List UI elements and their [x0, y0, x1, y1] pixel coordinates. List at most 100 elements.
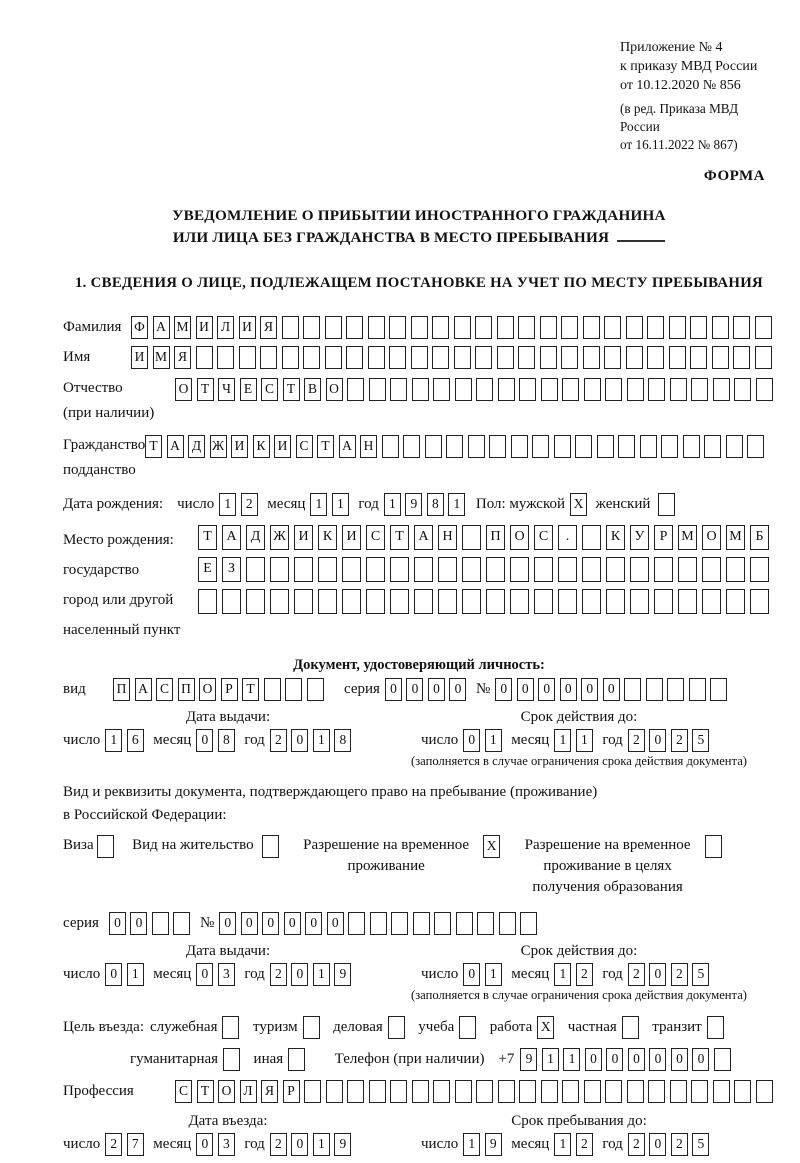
form-cell[interactable]: 0 [495, 678, 513, 701]
form-cell[interactable] [561, 346, 578, 369]
form-cell[interactable] [347, 378, 364, 401]
purpose-tourism-checkbox[interactable] [302, 1016, 325, 1039]
form-cell[interactable] [621, 1016, 639, 1039]
form-cell[interactable]: 0 [291, 1133, 309, 1156]
form-cell[interactable]: М [678, 525, 697, 550]
form-cell[interactable]: 2 [269, 963, 287, 986]
form-cell[interactable]: 1 [105, 729, 123, 752]
form-cell[interactable] [691, 1080, 708, 1103]
form-cell[interactable]: 0 [326, 912, 344, 935]
form-cell[interactable]: 1 [563, 1048, 581, 1071]
form-cell[interactable] [367, 346, 385, 369]
form-cell[interactable] [410, 346, 428, 369]
form-cell[interactable] [647, 316, 664, 339]
form-cell[interactable] [734, 378, 751, 401]
form-cell[interactable] [648, 1080, 665, 1103]
form-cell[interactable] [434, 912, 452, 935]
form-cell[interactable]: 0 [105, 963, 123, 986]
form-cell[interactable] [690, 316, 707, 339]
form-cell[interactable] [747, 435, 764, 458]
form-cell[interactable] [725, 435, 743, 458]
form-cell[interactable] [246, 557, 265, 582]
form-cell[interactable] [342, 589, 361, 614]
form-cell[interactable]: Н [360, 435, 377, 458]
form-cell[interactable] [432, 346, 449, 369]
form-cell[interactable]: 2 [269, 1133, 287, 1156]
form-cell[interactable] [391, 912, 409, 935]
form-cell[interactable]: Д [188, 435, 205, 458]
form-cell[interactable]: 0 [283, 912, 301, 935]
form-cell[interactable] [496, 316, 514, 339]
form-cell[interactable] [285, 678, 302, 701]
form-cell[interactable]: 0 [584, 1048, 602, 1071]
form-cell[interactable]: 2 [627, 1133, 645, 1156]
form-cell[interactable]: 1 [463, 1133, 481, 1156]
form-cell[interactable]: 0 [196, 963, 214, 986]
form-cell[interactable] [755, 378, 773, 401]
form-cell[interactable] [477, 912, 495, 935]
form-cell[interactable] [222, 1016, 240, 1039]
form-cell[interactable]: С [175, 1080, 192, 1103]
form-cell[interactable]: 5 [692, 963, 710, 986]
form-cell[interactable]: А [414, 525, 433, 550]
form-cell[interactable]: 0 [219, 912, 237, 935]
form-cell[interactable]: . [558, 525, 577, 550]
form-cell[interactable]: 5 [692, 1133, 710, 1156]
form-cell[interactable] [497, 378, 515, 401]
form-cell[interactable] [390, 378, 407, 401]
form-cell[interactable]: 0 [692, 1048, 710, 1071]
form-cell[interactable]: К [318, 525, 337, 550]
form-cell[interactable] [390, 557, 409, 582]
form-cell[interactable]: 8 [217, 729, 235, 752]
form-cell[interactable] [553, 435, 571, 458]
form-cell[interactable]: О [218, 1080, 235, 1103]
form-cell[interactable] [726, 557, 745, 582]
purpose-transit-checkbox[interactable] [706, 1016, 729, 1039]
form-cell[interactable] [532, 435, 549, 458]
form-cell[interactable]: 2 [269, 729, 287, 752]
form-cell[interactable] [604, 346, 621, 369]
form-cell[interactable]: Я [174, 346, 191, 369]
form-cell[interactable] [389, 316, 406, 339]
form-cell[interactable]: 1 [484, 729, 502, 752]
form-cell[interactable]: 0 [449, 678, 467, 701]
form-cell[interactable]: Р [220, 678, 238, 701]
form-cell[interactable] [432, 316, 449, 339]
form-cell[interactable] [489, 435, 506, 458]
form-cell[interactable] [368, 1080, 386, 1103]
form-cell[interactable]: И [238, 316, 256, 339]
form-cell[interactable] [414, 557, 433, 582]
form-cell[interactable]: Я [260, 316, 277, 339]
form-cell[interactable]: Д [246, 525, 265, 550]
form-cell[interactable]: А [166, 435, 184, 458]
form-cell[interactable] [754, 316, 772, 339]
form-cell[interactable]: 0 [427, 678, 445, 701]
form-cell[interactable]: Т [196, 1080, 214, 1103]
form-cell[interactable]: С [156, 678, 173, 701]
form-cell[interactable]: Т [198, 525, 217, 550]
form-cell[interactable]: 2 [240, 493, 258, 516]
form-cell[interactable]: П [113, 678, 130, 701]
purpose-work-checkbox[interactable]: X [537, 1016, 559, 1039]
form-cell[interactable] [630, 589, 649, 614]
form-cell[interactable]: Ч [218, 378, 235, 401]
form-cell[interactable] [518, 316, 535, 339]
form-cell[interactable]: 9 [484, 1133, 502, 1156]
form-cell[interactable] [710, 678, 728, 701]
form-cell[interactable]: 7 [126, 1133, 144, 1156]
form-cell[interactable]: Б [750, 525, 769, 550]
form-cell[interactable]: И [131, 346, 148, 369]
form-cell[interactable]: 0 [291, 729, 309, 752]
form-cell[interactable] [726, 589, 745, 614]
form-cell[interactable]: 8 [426, 493, 444, 516]
form-cell[interactable] [645, 678, 663, 701]
form-cell[interactable]: Н [438, 525, 457, 550]
form-cell[interactable] [496, 346, 514, 369]
